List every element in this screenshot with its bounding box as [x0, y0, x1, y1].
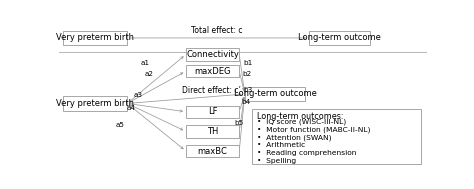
Text: b3: b3	[244, 87, 253, 93]
Text: a4: a4	[127, 105, 136, 111]
Text: TH: TH	[207, 127, 219, 136]
FancyBboxPatch shape	[245, 87, 305, 101]
Text: a5: a5	[115, 122, 124, 128]
FancyBboxPatch shape	[63, 31, 127, 45]
Text: •  IQ score (WISC-III-NL): • IQ score (WISC-III-NL)	[256, 119, 346, 125]
Text: •  Arithmetic: • Arithmetic	[256, 142, 305, 148]
FancyBboxPatch shape	[186, 125, 239, 138]
FancyBboxPatch shape	[252, 108, 421, 164]
Text: maxBC: maxBC	[198, 147, 228, 156]
Text: •  Spelling: • Spelling	[256, 158, 296, 163]
Text: Long-term outcomes:: Long-term outcomes:	[256, 112, 343, 121]
FancyBboxPatch shape	[186, 65, 239, 77]
Text: Long-term outcome: Long-term outcome	[234, 89, 317, 98]
Text: Long-term outcome: Long-term outcome	[298, 33, 381, 43]
FancyBboxPatch shape	[309, 31, 370, 45]
Text: Direct effect: c’: Direct effect: c’	[182, 86, 241, 95]
Text: b4: b4	[241, 99, 250, 105]
Text: a3: a3	[134, 92, 143, 98]
Text: •  Attention (SWAN): • Attention (SWAN)	[256, 134, 331, 141]
Text: a2: a2	[145, 71, 154, 77]
FancyBboxPatch shape	[63, 96, 127, 111]
Text: Very preterm birth: Very preterm birth	[56, 33, 134, 43]
Text: •  Reading comprehension: • Reading comprehension	[256, 150, 356, 156]
Text: b5: b5	[235, 120, 244, 126]
Text: •  Motor function (MABC-II-NL): • Motor function (MABC-II-NL)	[256, 126, 370, 133]
Text: Total effect: c: Total effect: c	[191, 26, 243, 35]
FancyBboxPatch shape	[186, 106, 239, 118]
Text: LF: LF	[208, 107, 218, 116]
Text: a1: a1	[141, 60, 150, 66]
Text: Very preterm birth: Very preterm birth	[56, 99, 134, 108]
Text: b2: b2	[242, 71, 251, 77]
FancyBboxPatch shape	[186, 145, 239, 157]
Text: maxDEG: maxDEG	[194, 67, 231, 76]
FancyBboxPatch shape	[186, 48, 239, 60]
Text: Connectivity: Connectivity	[186, 50, 239, 59]
Text: b1: b1	[244, 60, 253, 66]
